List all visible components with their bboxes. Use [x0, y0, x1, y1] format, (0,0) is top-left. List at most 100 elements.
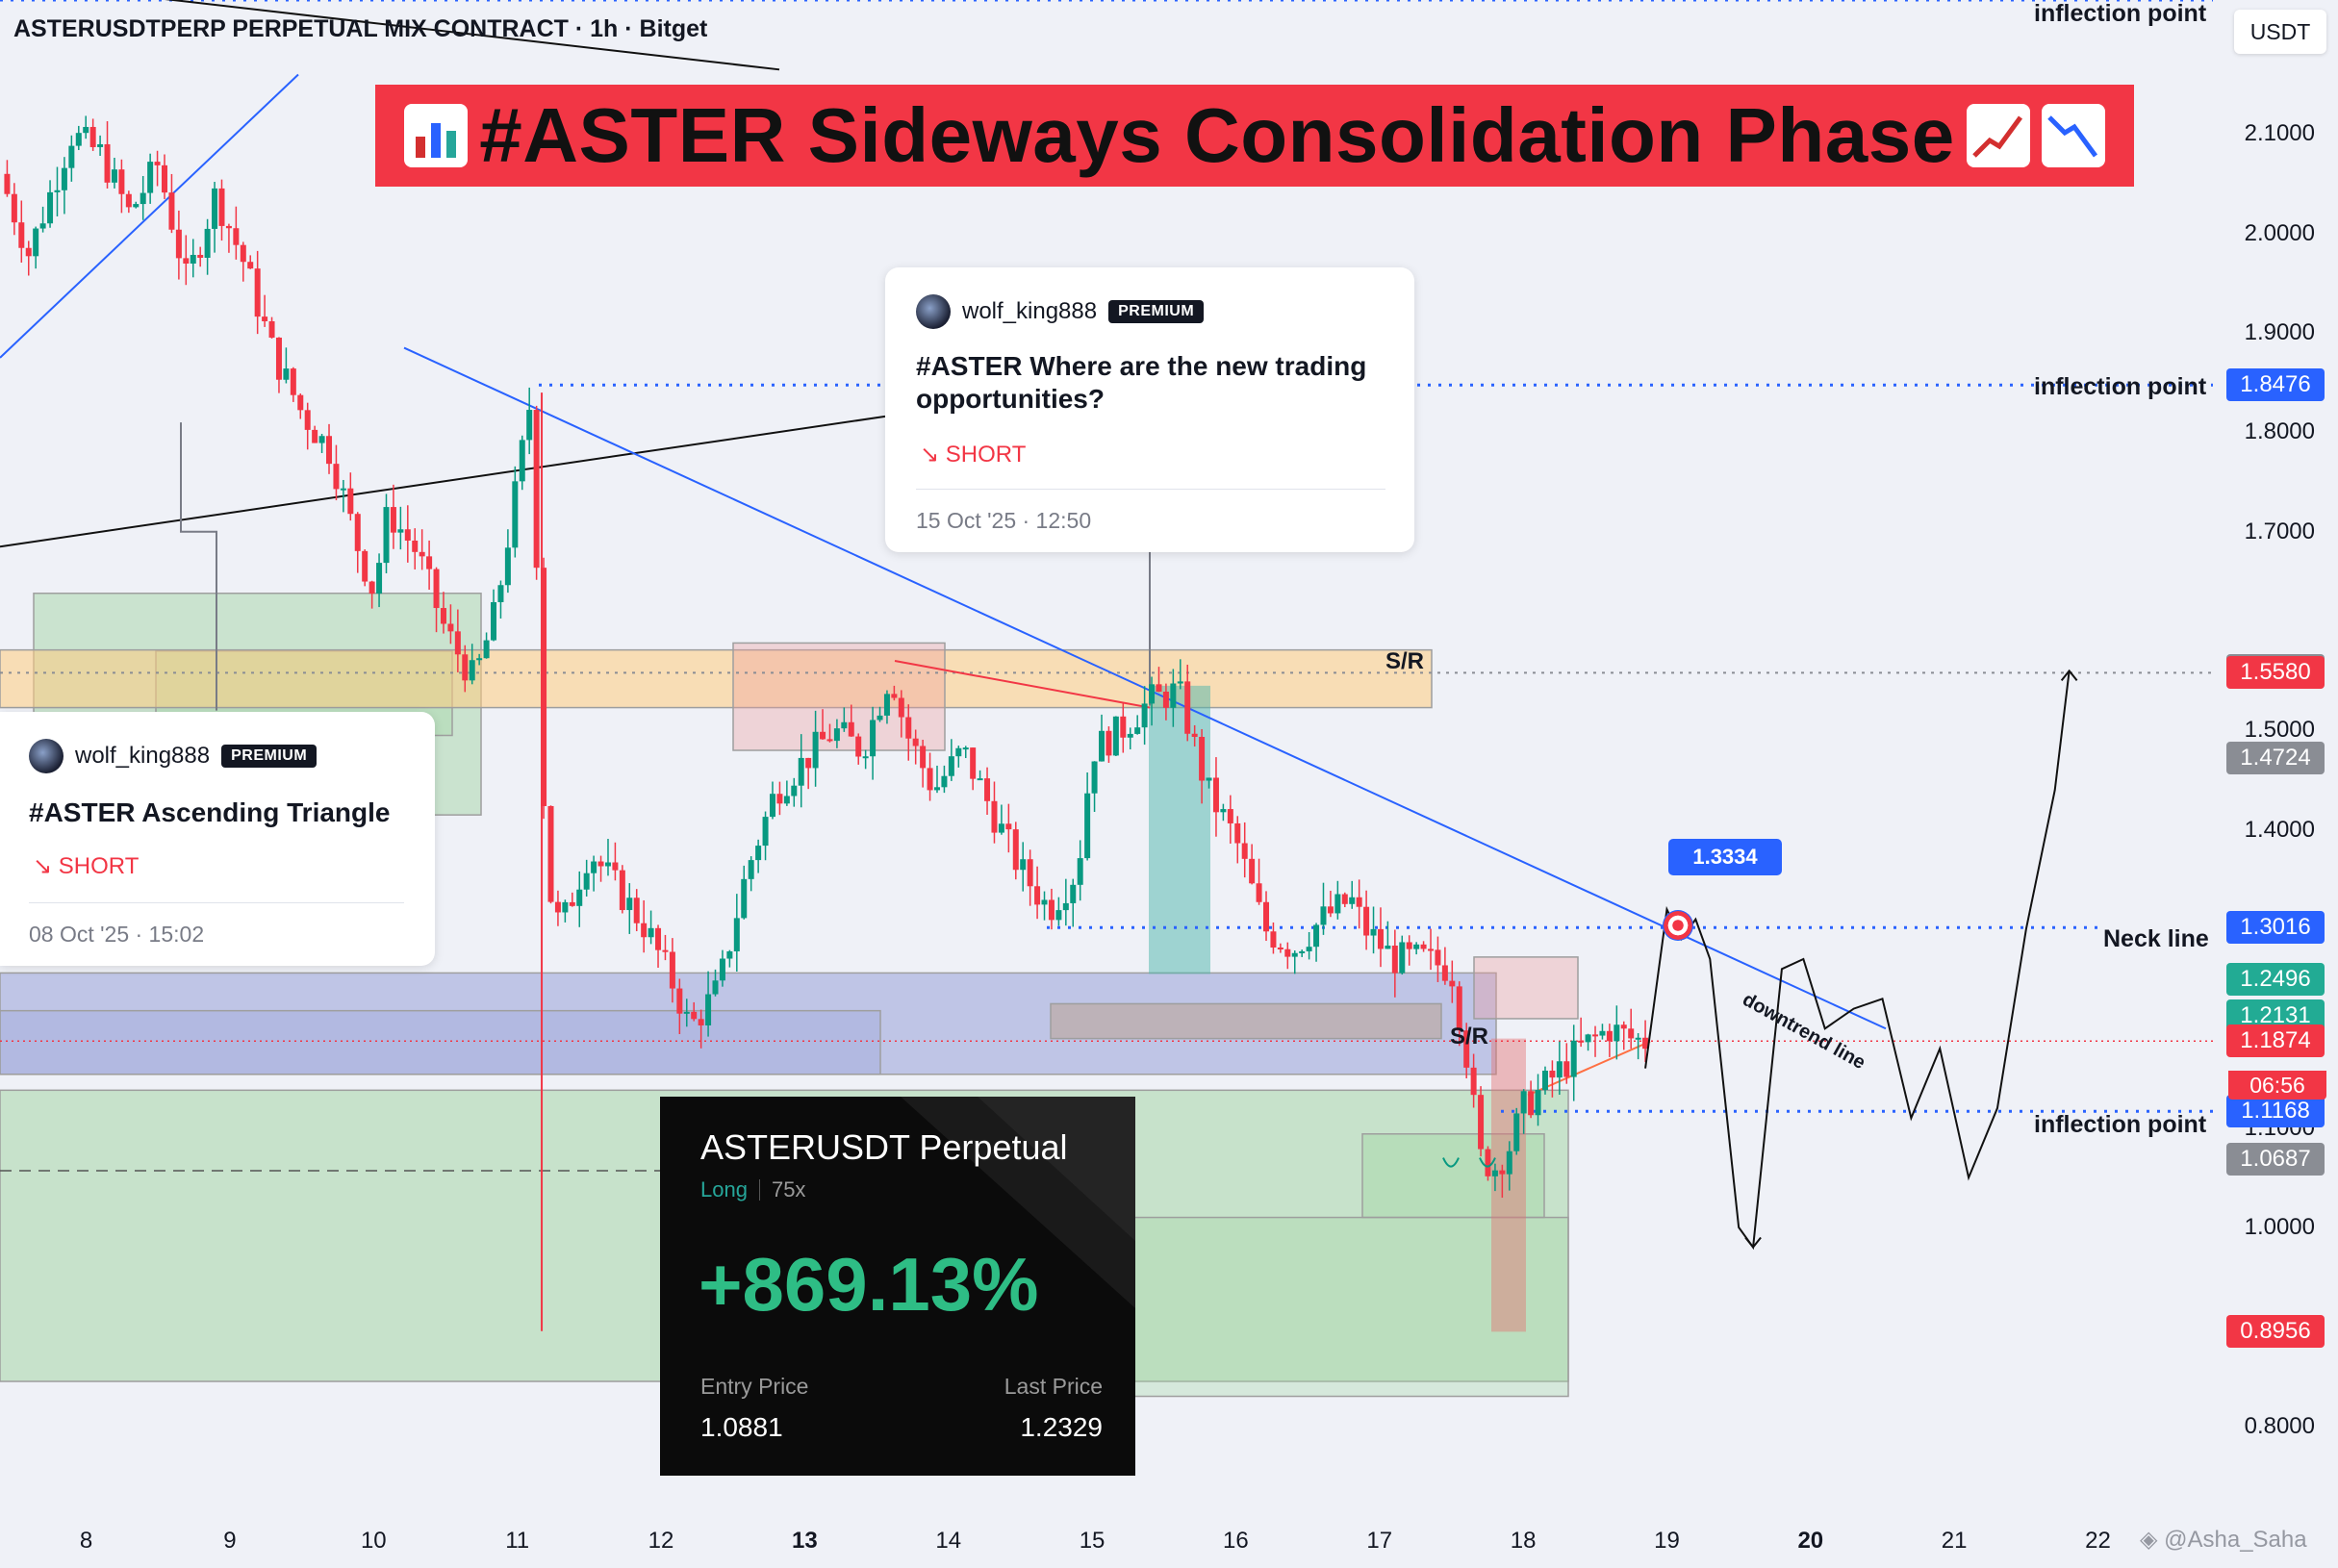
- candle-body: [254, 268, 261, 317]
- candle-body: [748, 860, 754, 879]
- currency-selector[interactable]: USDT: [2234, 10, 2326, 54]
- candle-body: [1456, 986, 1462, 1031]
- price-tag: 1.8476: [2226, 368, 2325, 402]
- candle-body: [404, 529, 411, 541]
- date-tick-label: 22: [2085, 1528, 2111, 1554]
- candle-body: [312, 429, 318, 443]
- candle-body: [1012, 829, 1019, 871]
- rising-support-line: [1527, 1040, 1651, 1097]
- projection-arrow-down: [1744, 1236, 1762, 1250]
- candle-body: [354, 514, 361, 551]
- username[interactable]: wolf_king888: [75, 743, 211, 769]
- candle-body: [1020, 859, 1027, 871]
- candle-body: [669, 951, 675, 989]
- candle-body: [233, 228, 240, 245]
- candle-body: [147, 162, 154, 193]
- candle-body: [762, 817, 769, 847]
- date-tick-label: 13: [792, 1528, 818, 1554]
- entry-price-label: Entry Price: [700, 1374, 809, 1399]
- candle-body: [733, 918, 740, 951]
- candle-body: [283, 368, 290, 380]
- candle-body: [870, 720, 877, 757]
- candle-body: [1556, 1061, 1563, 1078]
- candle-body: [33, 228, 39, 257]
- candle-body: [25, 247, 32, 257]
- candle-body: [984, 778, 991, 801]
- candle-body: [11, 193, 17, 223]
- candle-body: [883, 694, 890, 716]
- candle-body: [118, 169, 125, 194]
- candle-body: [1134, 727, 1141, 734]
- candle-body: [848, 721, 854, 737]
- candle-body: [426, 556, 433, 569]
- candle-body: [469, 660, 475, 681]
- candle-body: [862, 756, 869, 759]
- candle-body: [927, 768, 933, 791]
- candle-body: [89, 126, 96, 147]
- candle-body: [933, 787, 940, 791]
- candle-body: [1599, 1030, 1606, 1036]
- candle-body: [97, 143, 104, 147]
- projection-path: [1644, 670, 2071, 1251]
- candle-body: [1428, 948, 1435, 951]
- sr-zone-lower: [1050, 1002, 1442, 1040]
- idea-card-ascending-triangle[interactable]: wolf_king888 PREMIUM #ASTER Ascending Tr…: [0, 712, 435, 966]
- candle-body: [998, 823, 1004, 833]
- divider: [916, 489, 1385, 490]
- candle-body: [1570, 1040, 1577, 1077]
- candle-body: [726, 950, 733, 959]
- candle-body: [1206, 777, 1212, 781]
- candle-body: [1513, 1113, 1520, 1151]
- watermark-text: @Asha_Saha: [2164, 1527, 2307, 1553]
- pattern-line-red: [894, 660, 1151, 709]
- candle-body: [190, 254, 196, 264]
- candle-body: [891, 694, 898, 698]
- idea-title[interactable]: #ASTER Ascending Triangle: [29, 797, 391, 827]
- username[interactable]: wolf_king888: [962, 298, 1098, 324]
- candle-body: [1256, 883, 1262, 902]
- candle-body: [1614, 1024, 1620, 1042]
- candle-body: [1199, 737, 1206, 781]
- candle-body: [476, 658, 483, 661]
- candle-body: [1212, 777, 1219, 813]
- candle-body: [1084, 793, 1091, 859]
- candle-body: [626, 898, 633, 911]
- price-tag: 0.8956: [2226, 1314, 2325, 1348]
- candle-body: [562, 901, 569, 913]
- candle-body: [1356, 897, 1362, 907]
- candle-body: [547, 805, 554, 902]
- idea-card-where-opportunities[interactable]: wolf_king888 PREMIUM #ASTER Where are th…: [885, 267, 1414, 552]
- candle-body: [247, 262, 254, 269]
- price-tick-label: 1.5000: [2244, 717, 2315, 744]
- candle-body: [1077, 858, 1083, 885]
- candle-body: [955, 747, 962, 757]
- candle-body: [962, 747, 969, 750]
- candle-body: [504, 547, 511, 586]
- candle-body: [755, 846, 762, 861]
- candle-body: [1156, 684, 1162, 693]
- chart-down-icon: [2041, 104, 2105, 167]
- candle-body: [633, 898, 640, 923]
- candle-body: [1420, 944, 1427, 949]
- candle-body: [1170, 683, 1177, 708]
- candle-body: [483, 640, 490, 659]
- chart-up-icon: [1966, 104, 2030, 167]
- candle-body: [1435, 949, 1441, 966]
- idea-title[interactable]: #ASTER Where are the new trading opportu…: [916, 351, 1367, 414]
- uptrend-line-left: [0, 73, 299, 359]
- candle-body: [826, 739, 833, 742]
- triangle-top-line: [165, 0, 780, 71]
- candle-body: [898, 697, 904, 718]
- candle-body: [705, 994, 712, 1025]
- candle-body: [290, 368, 296, 395]
- candle-body: [326, 436, 333, 465]
- candle-body: [1249, 858, 1256, 884]
- candle-body: [741, 878, 748, 919]
- candle-body: [383, 507, 390, 564]
- candle-body: [791, 785, 798, 797]
- last-price-value: 1.2329: [1020, 1412, 1103, 1442]
- candle-body: [491, 601, 497, 641]
- candle-body: [183, 258, 190, 264]
- candle-body: [1241, 843, 1248, 859]
- candle-body: [783, 796, 790, 804]
